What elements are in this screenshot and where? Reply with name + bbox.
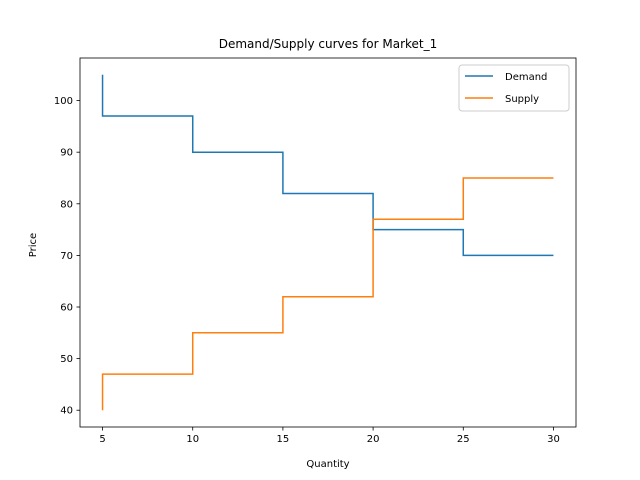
y-tick-label: 100 [54,96,73,107]
y-axis-label: Price [28,233,39,257]
legend: Demand Supply [458,64,570,112]
x-tick-label: 20 [367,434,380,445]
axes-frame [79,57,577,428]
x-tick-label: 10 [186,434,199,445]
chart-title: Demand/Supply curves for Market_1 [219,37,438,51]
y-tick-label: 40 [60,406,73,417]
x-axis-label: Quantity [306,459,349,470]
series-line-demand [101,74,554,257]
x-tick-label: 30 [547,434,560,445]
y-tick-label: 80 [60,199,73,210]
x-tick-label: 5 [99,434,105,445]
series-line-supply [101,177,554,411]
y-tick-label: 90 [60,148,73,159]
legend-label-demand: Demand [505,72,547,83]
legend-label-supply: Supply [505,94,539,105]
x-tick-label: 25 [457,434,470,445]
y-tick-label: 60 [60,303,73,314]
y-tick-label: 70 [60,251,73,262]
x-tick-label: 15 [277,434,290,445]
y-tick-label: 50 [60,354,73,365]
plot-area: 5 10 15 20 25 30 40 50 60 70 80 90 100 [54,57,577,445]
